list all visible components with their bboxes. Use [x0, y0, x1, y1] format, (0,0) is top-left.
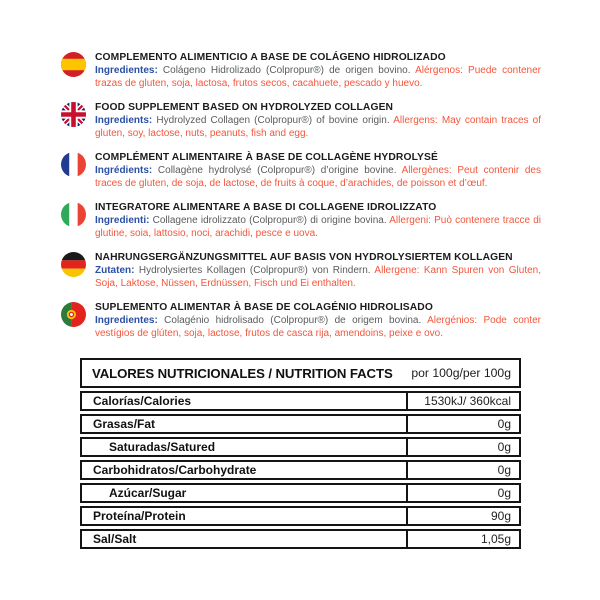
table-row: Sal/Salt 1,05g	[80, 529, 521, 549]
language-section: INTEGRATORE ALIMENTARE A BASE DI COLLAGE…	[61, 201, 541, 240]
nutrient-value: 0g	[406, 414, 521, 434]
section-title: INTEGRATORE ALIMENTARE A BASE DI COLLAGE…	[95, 202, 437, 213]
table-row: Calorías/Calories 1530kJ/ 360kcal	[80, 391, 521, 411]
section-title: SUPLEMENTO ALIMENTAR À BASE DE COLAGÉNIO…	[95, 302, 433, 313]
nutrient-label: Carbohidratos/Carbohydrate	[80, 460, 406, 480]
flag-france-icon	[61, 152, 86, 177]
nutrition-table: VALORES NUTRICIONALES / NUTRITION FACTS …	[80, 358, 521, 549]
flag-spain-icon	[61, 52, 86, 77]
table-row: Carbohidratos/Carbohydrate 0g	[80, 460, 521, 480]
nutrition-table-rows: Calorías/Calories 1530kJ/ 360kcal Grasas…	[80, 391, 521, 549]
nutrition-table-title: VALORES NUTRICIONALES / NUTRITION FACTS	[92, 365, 393, 381]
language-section: NAHRUNGSERGÄNZUNGSMITTEL AUF BASIS VON H…	[61, 251, 541, 290]
ingredients-text: Collagene idrolizzato (Colpropur®) di or…	[149, 215, 390, 226]
nutrient-value: 1530kJ/ 360kcal	[406, 391, 521, 411]
nutrition-table-unit: por 100g/per 100g	[411, 366, 511, 380]
nutrient-value: 0g	[406, 460, 521, 480]
language-section: COMPLÉMENT ALIMENTAIRE À BASE DE COLLAGÈ…	[61, 151, 541, 190]
section-title: FOOD SUPPLEMENT BASED ON HYDROLYZED COLL…	[95, 102, 394, 113]
ingredients-lead-label: Ingredienti:	[95, 215, 150, 226]
section-body: Ingredientes: Colágeno Hidrolizado (Colp…	[95, 64, 541, 90]
table-row: Azúcar/Sugar 0g	[80, 483, 521, 503]
nutrient-label: Calorías/Calories	[80, 391, 406, 411]
language-section: FOOD SUPPLEMENT BASED ON HYDROLYZED COLL…	[61, 101, 541, 140]
flag-uk-icon	[61, 102, 86, 127]
nutrient-label: Azúcar/Sugar	[80, 483, 406, 503]
nutrient-label: Proteína/Protein	[80, 506, 406, 526]
section-body: Ingrédients: Collagène hydrolysé (Colpro…	[95, 164, 541, 190]
nutrient-label: Grasas/Fat	[80, 414, 406, 434]
flag-portugal-icon	[61, 302, 86, 327]
table-row: Grasas/Fat 0g	[80, 414, 521, 434]
ingredient-sections: COMPLEMENTO ALIMENTICIO A BASE DE COLÁGE…	[61, 51, 541, 351]
allergen-text: Allergeni: Può contenere tracce di gluti…	[95, 215, 541, 239]
allergen-text: Alérgenos: Puede contener trazas de glut…	[95, 65, 541, 89]
nutrient-value: 1,05g	[406, 529, 521, 549]
section-body: Ingredients: Hydrolyzed Collagen (Colpro…	[95, 114, 541, 140]
ingredients-text: Colagénio hidrolisado (Colpropur®) de or…	[157, 315, 428, 326]
flag-germany-icon	[61, 252, 86, 277]
flag-italy-icon	[61, 202, 86, 227]
allergen-text: Allergens: May contain traces of gluten,…	[95, 115, 541, 139]
nutrient-value: 0g	[406, 483, 521, 503]
ingredients-lead-label: Ingredients:	[95, 115, 153, 126]
section-body: Zutaten: Hydrolysiertes Kollagen (Colpro…	[95, 264, 541, 290]
section-title: NAHRUNGSERGÄNZUNGSMITTEL AUF BASIS VON H…	[95, 252, 513, 263]
allergen-text: Alergénios: Pode conter vestígios de glú…	[95, 315, 542, 339]
section-body: Ingredienti: Collagene idrolizzato (Colp…	[95, 214, 541, 240]
language-section: COMPLEMENTO ALIMENTICIO A BASE DE COLÁGE…	[61, 51, 541, 90]
section-title: COMPLEMENTO ALIMENTICIO A BASE DE COLÁGE…	[95, 52, 446, 63]
ingredients-text: Hydrolysiertes Kollagen (Colpropur®) von…	[134, 265, 375, 276]
ingredients-lead-label: Ingrédients:	[95, 165, 153, 176]
nutrient-value: 0g	[406, 437, 521, 457]
nutrient-label: Saturadas/Satured	[80, 437, 406, 457]
section-title: COMPLÉMENT ALIMENTAIRE À BASE DE COLLAGÈ…	[95, 152, 438, 163]
ingredients-lead-label: Zutaten:	[95, 265, 135, 276]
ingredients-text: Collagène hydrolysé (Colpropur®) d’origi…	[152, 165, 402, 176]
ingredients-lead-label: Ingredientes:	[95, 65, 158, 76]
nutrient-label: Sal/Salt	[80, 529, 406, 549]
ingredients-text: Colágeno Hidrolizado (Colpropur®) de ori…	[157, 65, 416, 76]
nutrient-value: 90g	[406, 506, 521, 526]
section-body: Ingredientes: Colagénio hidrolisado (Col…	[95, 314, 541, 340]
table-row: Proteína/Protein 90g	[80, 506, 521, 526]
ingredients-lead-label: Ingredientes:	[95, 315, 158, 326]
ingredients-text: Hydrolyzed Collagen (Colpropur®) of bovi…	[152, 115, 394, 126]
nutrition-table-header: VALORES NUTRICIONALES / NUTRITION FACTS …	[80, 358, 521, 388]
table-row: Saturadas/Satured 0g	[80, 437, 521, 457]
allergen-text: Allergene: Kann Spuren von Gluten, Soja,…	[95, 265, 542, 289]
allergen-text: Allergènes: Peut contenir des traces de …	[95, 165, 541, 189]
language-section: SUPLEMENTO ALIMENTAR À BASE DE COLAGÉNIO…	[61, 301, 541, 340]
